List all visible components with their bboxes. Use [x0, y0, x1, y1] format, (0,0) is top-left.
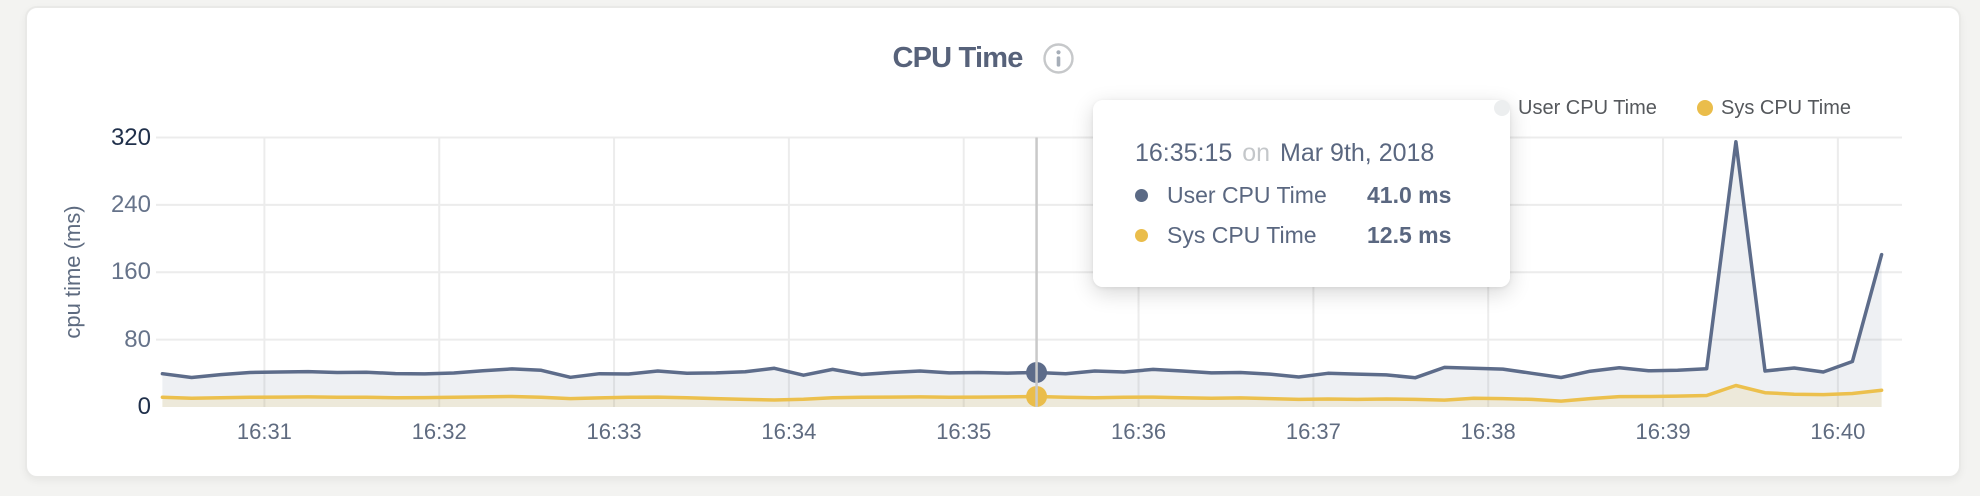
x-tick-16:39: 16:39: [1635, 419, 1691, 444]
chart-tooltip: 16:35:15 on Mar 9th, 2018 User CPU Time …: [1093, 100, 1510, 287]
tooltip-row-sys: Sys CPU Time 12.5 ms: [1135, 221, 1510, 248]
x-tick-16:33: 16:33: [586, 419, 642, 444]
legend-dot-user: [1494, 100, 1510, 116]
x-tick-16:38: 16:38: [1460, 419, 1516, 444]
x-tick-16:40: 16:40: [1810, 419, 1866, 444]
info-icon[interactable]: [1042, 42, 1074, 74]
x-tick-16:35: 16:35: [936, 419, 992, 444]
x-tick-16:32: 16:32: [411, 419, 467, 444]
tooltip-value-user: 41.0 ms: [1367, 181, 1452, 208]
tooltip-date: Mar 9th, 2018: [1280, 139, 1435, 167]
y-tick-80: 80: [124, 325, 151, 353]
legend-label-sys: Sys CPU Time: [1721, 96, 1852, 119]
tooltip-label-sys: Sys CPU Time: [1167, 221, 1317, 248]
chart-card: [25, 6, 1961, 478]
legend-item-sys-cpu-time[interactable]: Sys CPU Time: [1697, 96, 1852, 119]
chart-title: CPU Time: [892, 41, 1023, 74]
line-user: [160, 139, 1884, 380]
tooltip-label-user: User CPU Time: [1167, 181, 1327, 208]
tooltip-dot-sys: [1135, 228, 1148, 242]
tooltip-value-sys: 12.5 ms: [1367, 221, 1452, 248]
area-sys: [162, 385, 1882, 407]
tooltip-time: 16:35:15: [1135, 139, 1233, 167]
area-user: [162, 141, 1882, 407]
y-tick-320: 320: [110, 123, 151, 151]
chart-header: CPU Time: [15, 40, 1951, 76]
tooltip-row-user: User CPU Time 41.0 ms: [1135, 181, 1510, 208]
legend-dot-sys: [1697, 100, 1713, 116]
legend-label-user: User CPU Time: [1518, 96, 1657, 119]
y-tick-240: 240: [110, 190, 151, 218]
line-sys: [160, 383, 1884, 403]
tooltip-conjunction: on: [1242, 139, 1271, 167]
x-tick-16:37: 16:37: [1285, 419, 1341, 444]
y-tick-0: 0: [137, 393, 151, 420]
x-tick-16:34: 16:34: [761, 419, 817, 444]
x-tick-16:31: 16:31: [236, 419, 292, 444]
tooltip-dot-user: [1135, 188, 1148, 202]
tooltip-header: 16:35:15 on Mar 9th, 2018: [1135, 140, 1510, 166]
y-tick-160: 160: [110, 258, 151, 286]
x-tick-16:36: 16:36: [1111, 419, 1167, 444]
legend-item-user-cpu-time[interactable]: User CPU Time: [1494, 96, 1657, 119]
